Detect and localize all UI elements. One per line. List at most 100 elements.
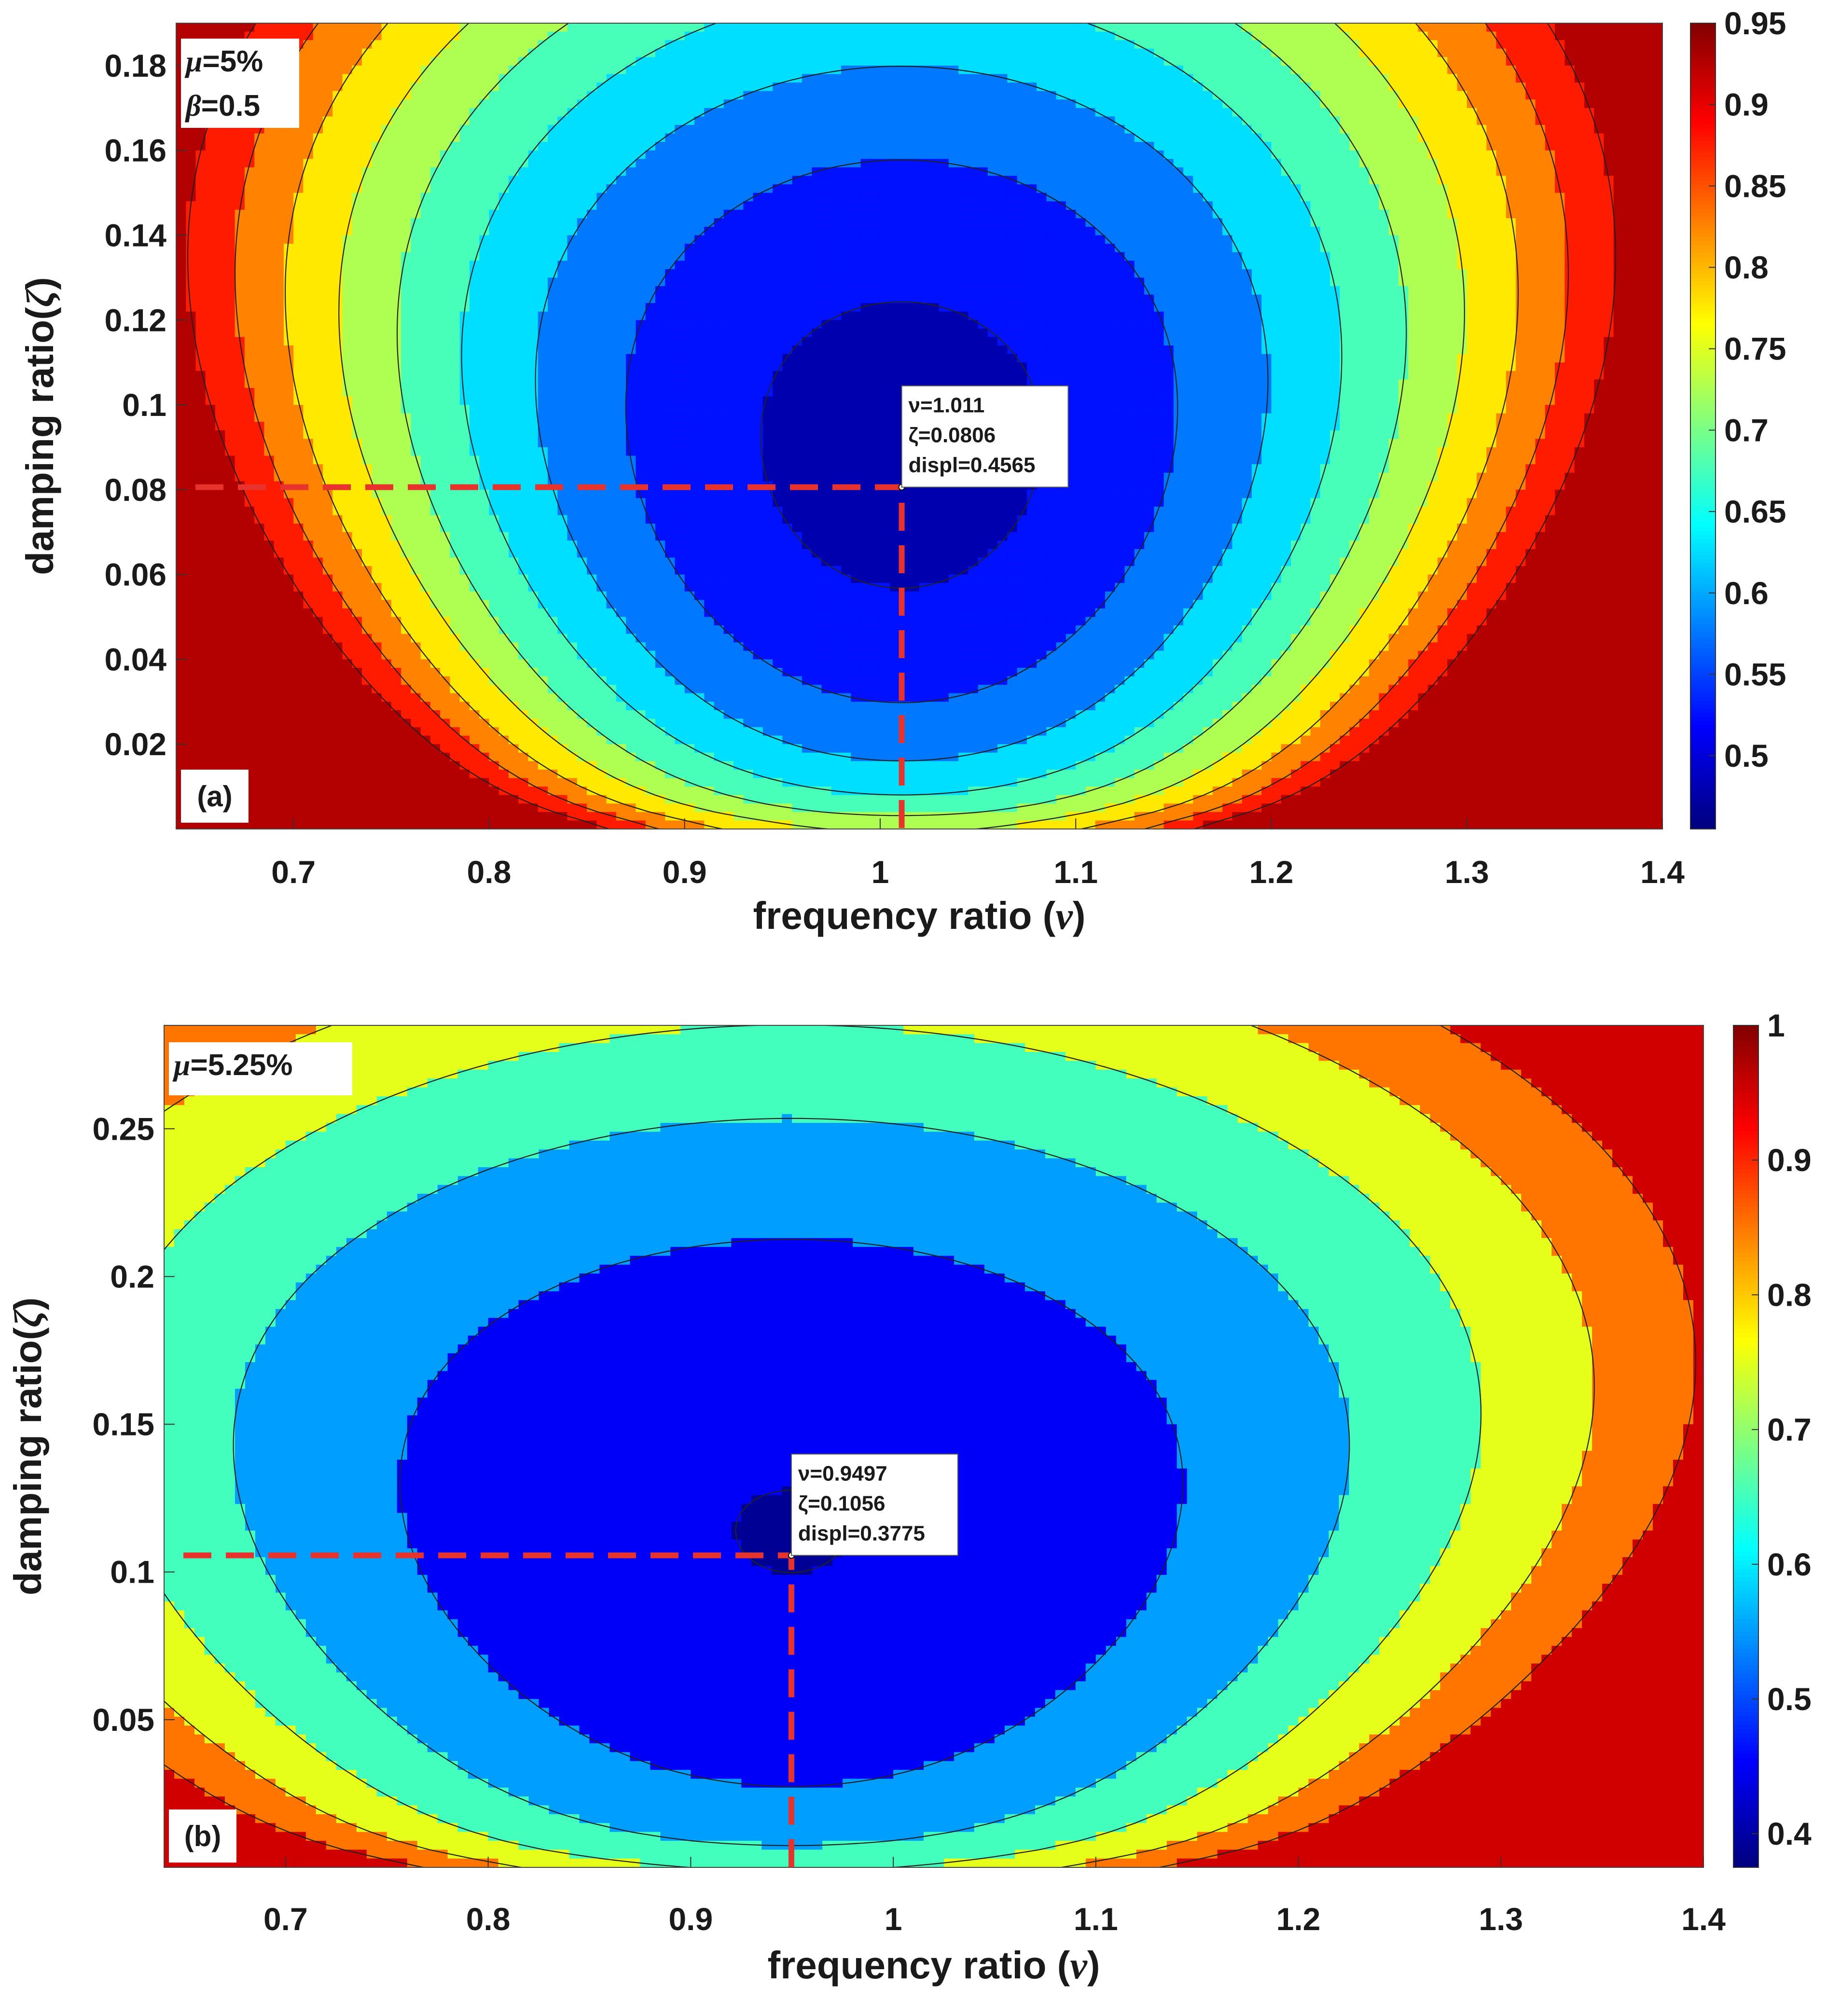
contour-cell <box>1164 252 1174 262</box>
contour-cell <box>1350 116 1360 125</box>
contour-cell <box>685 252 695 262</box>
contour-cell <box>734 227 744 236</box>
contour-cell <box>372 99 382 109</box>
contour-cell <box>1164 40 1174 49</box>
contour-cell <box>646 227 656 236</box>
contour-cell <box>1144 184 1154 193</box>
contour-cell <box>1457 32 1467 41</box>
contour-cell <box>646 99 656 109</box>
contour-cell <box>860 244 871 252</box>
contour-cell <box>303 176 313 185</box>
contour-cell <box>890 261 900 270</box>
contour-cell <box>1320 74 1330 83</box>
contour-cell <box>607 23 617 32</box>
contour-cell <box>332 142 343 151</box>
contour-cell <box>1164 66 1174 75</box>
contour-cell <box>890 57 900 66</box>
contour-cell <box>949 142 959 151</box>
contour-cell <box>1467 210 1477 219</box>
contour-cell <box>1575 142 1585 151</box>
contour-cell <box>1584 40 1594 49</box>
contour-cell <box>1614 184 1624 193</box>
contour-cell <box>988 235 998 245</box>
contour-cell <box>841 49 851 58</box>
contour-cell <box>1525 159 1536 168</box>
contour-cell <box>421 142 431 151</box>
contour-cell <box>1496 32 1507 41</box>
contour-cell <box>176 159 186 168</box>
contour-cell <box>1506 99 1516 109</box>
contour-cell <box>362 277 372 287</box>
contour-cell <box>851 218 861 227</box>
contour-cell <box>1389 201 1399 210</box>
contour-cell <box>1135 201 1145 210</box>
contour-cell <box>1330 74 1340 83</box>
contour-cell <box>196 167 206 177</box>
contour-cell <box>1125 244 1135 252</box>
contour-cell <box>1037 218 1047 227</box>
contour-cell <box>734 261 744 270</box>
contour-cell <box>1291 40 1301 49</box>
contour-cell <box>792 167 803 177</box>
contour-cell <box>401 134 411 143</box>
contour-cell <box>1301 66 1311 75</box>
contour-cell <box>1564 184 1575 193</box>
contour-cell <box>792 99 803 109</box>
contour-cell <box>1095 176 1106 185</box>
contour-cell <box>596 244 607 252</box>
contour-cell <box>685 83 695 92</box>
contour-cell <box>450 108 460 117</box>
contour-cell <box>860 108 871 117</box>
contour-cell <box>1086 184 1096 193</box>
contour-cell <box>1447 176 1457 185</box>
contour-cell <box>450 261 460 270</box>
contour-cell <box>1418 167 1428 177</box>
contour-cell <box>489 108 499 117</box>
contour-cell <box>1594 40 1604 49</box>
contour-cell <box>871 23 881 32</box>
contour-cell <box>694 74 705 83</box>
contour-cell <box>1369 99 1379 109</box>
contour-cell <box>538 269 548 278</box>
contour-cell <box>1046 108 1056 117</box>
contour-cell <box>1359 125 1370 134</box>
contour-cell <box>1477 184 1487 193</box>
contour-cell <box>274 227 284 236</box>
contour-cell <box>382 269 392 278</box>
contour-cell <box>1125 201 1135 210</box>
contour-cell <box>568 151 578 160</box>
contour-cell <box>323 57 333 66</box>
contour-cell <box>792 66 803 75</box>
contour-cell <box>1545 91 1555 100</box>
contour-cell <box>841 142 851 151</box>
contour-cell <box>215 159 225 168</box>
contour-cell <box>802 261 812 270</box>
contour-cell <box>196 218 206 227</box>
contour-cell <box>440 83 450 92</box>
contour-cell <box>1164 91 1174 100</box>
contour-cell <box>1467 277 1477 287</box>
contour-cell <box>988 108 998 117</box>
contour-cell <box>958 167 969 177</box>
contour-cell <box>900 57 910 66</box>
contour-cell <box>1516 184 1526 193</box>
contour-cell <box>1614 108 1624 117</box>
contour-cell <box>1115 66 1125 75</box>
contour-cell <box>1575 57 1585 66</box>
contour-cell <box>1594 32 1604 41</box>
contour-cell <box>714 23 724 32</box>
contour-cell <box>518 235 528 245</box>
contour-cell <box>313 184 323 193</box>
contour-cell <box>1252 83 1262 92</box>
contour-cell <box>1369 159 1379 168</box>
contour-cell <box>773 193 783 202</box>
contour-cell <box>821 201 831 210</box>
contour-cell <box>1330 244 1340 252</box>
contour-cell <box>997 108 1008 117</box>
contour-cell <box>939 184 949 193</box>
contour-cell <box>1007 167 1017 177</box>
contour-cell <box>1369 142 1379 151</box>
contour-cell <box>949 184 959 193</box>
contour-cell <box>1203 210 1213 219</box>
contour-cell <box>675 134 685 143</box>
